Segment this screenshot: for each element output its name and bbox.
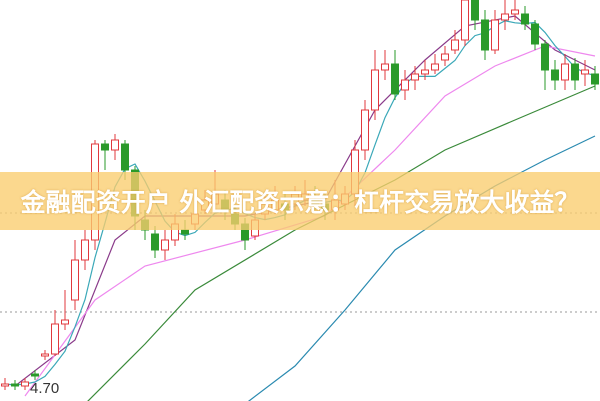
candle-body: [591, 73, 599, 85]
candle-body: [121, 143, 129, 171]
candle-body: [571, 63, 579, 81]
candle-body: [371, 69, 379, 111]
page-title: 金融配资开户 外汇配资示意：杠杆交易放大收益？: [20, 188, 580, 217]
candle-body: [391, 63, 399, 95]
price-label-low: 4.70: [30, 380, 60, 397]
candle-body: [491, 19, 499, 51]
candle-body: [481, 19, 489, 51]
candle-body: [501, 13, 509, 21]
candle-body: [521, 13, 529, 25]
candle-body: [431, 63, 439, 71]
candle-body: [41, 353, 49, 357]
candle-body: [31, 373, 39, 377]
candle-body: [181, 229, 189, 235]
candle-body: [581, 69, 589, 75]
candle-body: [421, 69, 429, 75]
candle-body: [1, 383, 9, 387]
candle-body: [51, 323, 59, 355]
candle-body: [401, 79, 409, 91]
candle-body: [451, 39, 459, 51]
candle-body: [381, 63, 389, 71]
candle-body: [531, 23, 539, 45]
candle-body: [441, 53, 449, 61]
candle-body: [361, 109, 369, 151]
candle-body: [551, 69, 559, 81]
candle-body: [61, 319, 69, 325]
moving-average-line: [247, 135, 596, 401]
candle-body: [461, 0, 469, 41]
candle-body: [161, 239, 169, 251]
title-banner: 金融配资开户 外汇配资示意：杠杆交易放大收益？: [0, 172, 600, 230]
candle-body: [561, 63, 569, 81]
candle-body: [81, 239, 89, 261]
candle-body: [21, 381, 29, 387]
candle-body: [71, 259, 79, 301]
candle-body: [151, 233, 159, 251]
candle-body: [111, 139, 119, 151]
candle-body: [471, 0, 479, 21]
candle-body: [511, 9, 519, 15]
candle-body: [541, 43, 549, 71]
candle-body: [411, 73, 419, 81]
candle-body: [11, 383, 19, 387]
candle-body: [101, 143, 109, 151]
